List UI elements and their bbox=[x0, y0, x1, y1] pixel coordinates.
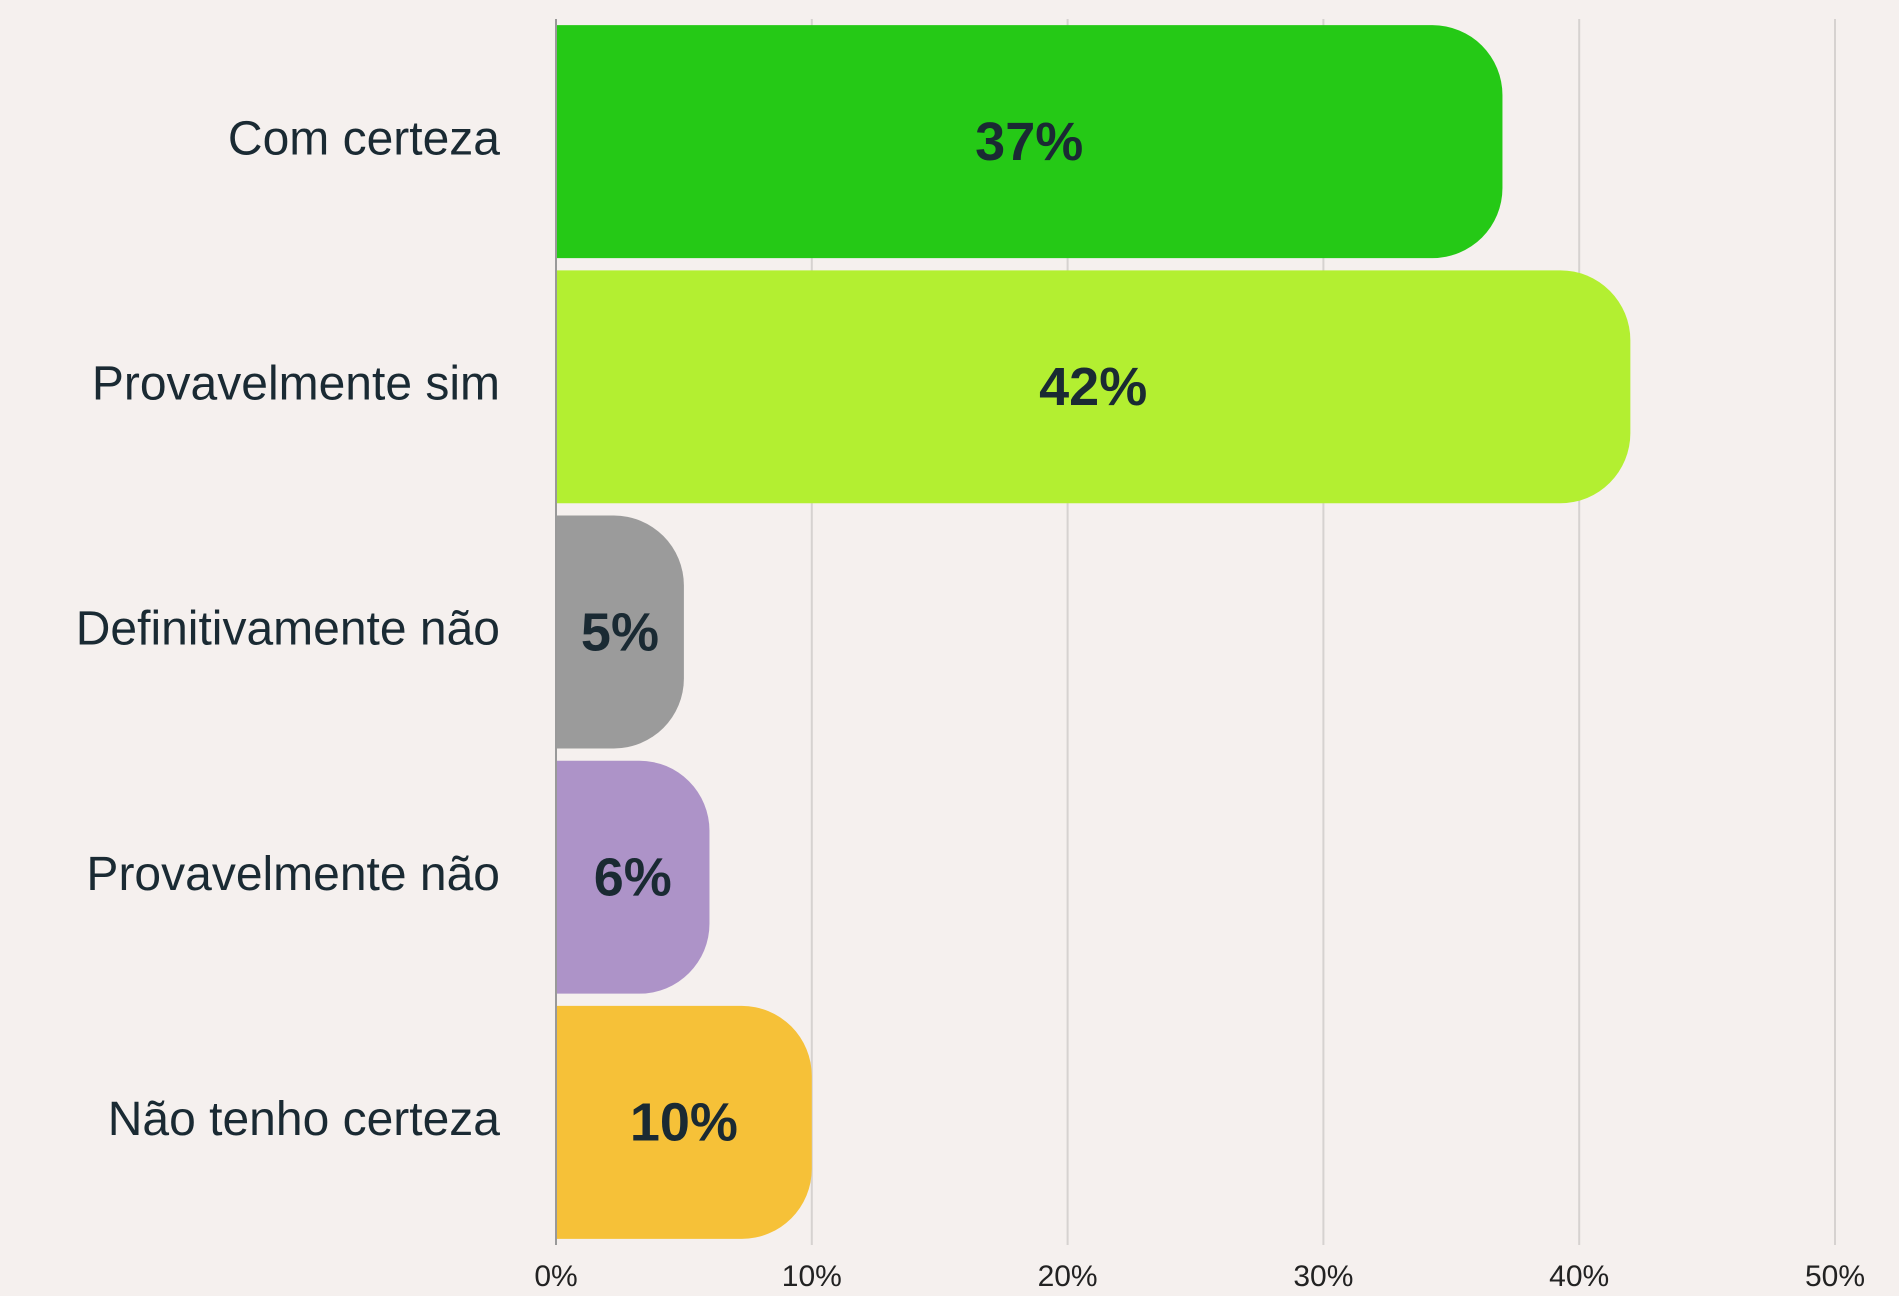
value-label: 37% bbox=[975, 112, 1083, 172]
bar bbox=[556, 25, 1503, 259]
x-tick-label: 40% bbox=[1549, 1260, 1609, 1293]
x-tick-label: 30% bbox=[1293, 1260, 1353, 1293]
x-tick-label: 50% bbox=[1805, 1260, 1865, 1293]
x-tick-label: 20% bbox=[1038, 1260, 1098, 1293]
bar bbox=[556, 760, 710, 994]
x-tick-label: 0% bbox=[534, 1260, 577, 1293]
y-tick-label: Com certeza bbox=[228, 112, 500, 165]
x-tick-label: 10% bbox=[782, 1260, 842, 1293]
value-label: 5% bbox=[581, 602, 659, 662]
bar bbox=[556, 515, 684, 749]
bar bbox=[556, 270, 1631, 504]
y-tick-label: Definitivamente não bbox=[76, 603, 500, 656]
value-label: 42% bbox=[1039, 357, 1147, 417]
value-label: 10% bbox=[630, 1093, 738, 1153]
y-tick-label: Não tenho certeza bbox=[108, 1093, 501, 1146]
y-tick-label: Provavelmente sim bbox=[92, 357, 500, 410]
y-tick-label: Provavelmente não bbox=[86, 848, 500, 901]
bar bbox=[556, 1005, 812, 1239]
value-label: 6% bbox=[594, 847, 672, 907]
